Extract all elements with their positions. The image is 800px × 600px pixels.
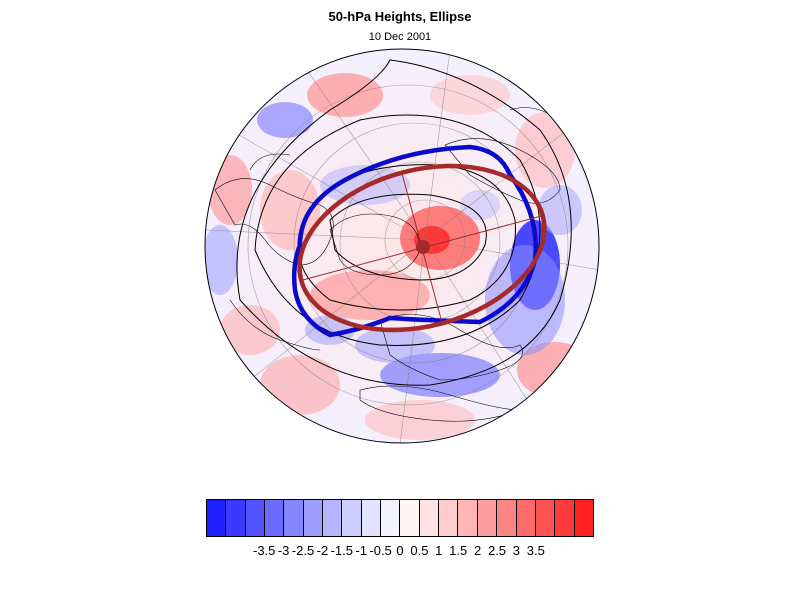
colorbar-swatch: [226, 500, 246, 536]
colorbar-swatch: [439, 500, 459, 536]
colorbar-tick-label: -2.5: [291, 543, 315, 558]
vortex-center-marker: [416, 240, 430, 254]
colorbar-tick-labels: -3.5 -3 -2.5 -2 -1.5 -1 -0.5 0 0.5 1 1.5 2 2.5 3 3.5: [0, 543, 800, 561]
colorbar-swatch: [303, 500, 324, 536]
colorbar-swatch: [477, 500, 498, 536]
colorbar-swatch: [361, 500, 382, 536]
colorbar-swatch: [284, 500, 304, 536]
colorbar-tick-label: 3: [512, 543, 521, 558]
vortex-edge-contour: [291, 144, 538, 338]
map-title: 50-hPa Heights, Ellipse: [328, 9, 472, 24]
colorbar-tick-label: -1: [355, 543, 367, 558]
colorbar: [206, 499, 594, 537]
height-contours: [236, 59, 572, 386]
colorbar-swatch: [574, 500, 593, 536]
colorbar-swatch: [323, 500, 343, 536]
colorbar-swatch: [207, 500, 227, 536]
colorbar-tick-label: 1.5: [449, 543, 468, 558]
colorbar-tick-label: -1.5: [330, 543, 353, 558]
colorbar-tick-label: 0: [396, 543, 404, 558]
colorbar-swatch: [381, 500, 401, 536]
colorbar-swatch: [458, 500, 478, 536]
colorbar-swatch: [342, 500, 362, 536]
colorbar-swatch: [265, 500, 285, 536]
globe-outline: [204, 48, 600, 444]
colorbar-swatch: [497, 500, 517, 536]
colorbar-tick-label: -3.5: [252, 543, 276, 558]
colorbar-swatch: [245, 500, 266, 536]
colorbar-tick-label: -3: [277, 543, 290, 558]
colorbar-tick-label: 1: [435, 543, 443, 558]
colorbar-tick-label: -2: [316, 543, 329, 558]
colorbar-tick-label: 3.5: [526, 543, 545, 558]
colorbar-swatch: [419, 500, 440, 536]
colorbar-swatch: [535, 500, 556, 536]
map-date: 10 Dec 2001: [368, 31, 432, 43]
colorbar-tick-label: 2.5: [487, 543, 507, 558]
colorbar-swatch: [400, 500, 420, 536]
colorbar-tick-label: 0.5: [410, 543, 429, 558]
colorbar-tick-label: -0.5: [369, 543, 392, 558]
colorbar-tick-label: 2: [473, 543, 482, 558]
colorbar-swatch: [516, 500, 536, 536]
colorbar-swatch: [555, 500, 575, 536]
